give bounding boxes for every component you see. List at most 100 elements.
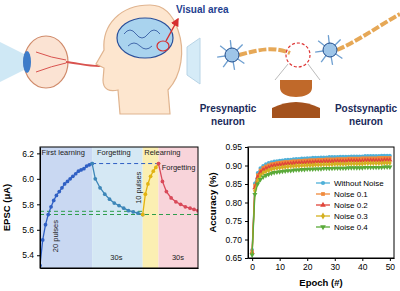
tick-mark (245, 258, 248, 259)
data-point (71, 174, 75, 178)
plot-area (40, 147, 198, 268)
annotation: 30s (172, 253, 184, 262)
legend-marker (320, 225, 326, 230)
reference-line (92, 163, 158, 164)
brain-gyri (124, 30, 160, 49)
tick: 0.75 (225, 216, 248, 226)
tick: 10 (275, 258, 285, 272)
phase-region (143, 147, 159, 268)
tick: 0 (250, 258, 255, 272)
zoom-line (275, 64, 288, 80)
legend-marker (321, 213, 325, 220)
data-point (146, 182, 150, 186)
light-beam (0, 42, 30, 82)
axis-line (249, 258, 395, 259)
series-line (252, 163, 390, 254)
visual-cortex (157, 41, 169, 51)
tick-mark (245, 203, 248, 204)
synapse-highlight (286, 43, 310, 67)
data-point (161, 180, 165, 184)
data-point (117, 204, 121, 208)
series-line (92, 164, 143, 215)
tick-label: 0.65 (225, 253, 242, 263)
legend: Without NoiseNoise 0.1Noise 0.2Noise 0.3… (316, 179, 384, 232)
tick-label: 0.85 (225, 179, 242, 189)
tick-mark (245, 166, 248, 167)
legend-marker (321, 192, 325, 196)
data-point (252, 193, 257, 197)
illustration: Visual areaPresynapticneuronPostsynaptic… (0, 4, 400, 127)
chart: 5.45.65.86.06.2EPSC (μA)First learningFo… (1, 147, 200, 269)
y-axis-title: Accuracy (%) (207, 172, 218, 232)
tick-label: 50 (386, 262, 396, 272)
legend-label: Without Noise (334, 179, 384, 188)
data-point (387, 166, 392, 170)
x-axis-title: Epoch (#) (299, 277, 342, 288)
data-point (90, 162, 94, 166)
data-point (127, 209, 131, 213)
tick-label: 5.6 (22, 225, 34, 235)
data-point (93, 177, 97, 181)
data-point (46, 213, 50, 217)
x-axis: 01020304050 (249, 258, 396, 272)
iris (23, 51, 31, 73)
data-point (63, 182, 67, 186)
tick-mark (37, 230, 40, 231)
tick-mark (362, 258, 363, 261)
tick-label: 0.80 (225, 198, 242, 208)
eyeball (24, 36, 68, 88)
data-point (388, 160, 392, 166)
presynaptic-terminal (280, 80, 312, 97)
data-point (169, 196, 173, 200)
data-point (258, 178, 263, 182)
data-point (188, 206, 192, 210)
tick-label: 6.2 (22, 149, 34, 159)
zoom-line (308, 64, 320, 80)
axis-line (41, 268, 199, 269)
data-point (154, 166, 158, 170)
data-point (103, 192, 107, 196)
axon (337, 14, 400, 50)
tick: 6.0 (22, 174, 40, 184)
plot-frame (248, 147, 394, 258)
axis-line (40, 148, 41, 269)
tick-mark (245, 184, 248, 185)
tick-label: 5.8 (22, 200, 34, 210)
phase-region (92, 147, 143, 268)
tick-mark (37, 204, 40, 205)
brain (117, 18, 173, 58)
tick: 0.90 (225, 161, 248, 171)
data-point (157, 162, 161, 166)
series-line (252, 156, 390, 250)
data-point (55, 194, 59, 198)
legend-item: Noise 0.2 (316, 201, 368, 210)
data-point (255, 183, 260, 187)
y-axis: 5.45.65.86.06.2 (22, 148, 40, 269)
root: Visual areaPresynapticneuronPostsynaptic… (0, 0, 400, 291)
series-line (40, 164, 92, 266)
series-line (252, 158, 390, 252)
tick: 0.65 (225, 253, 248, 263)
tick-mark (390, 258, 391, 261)
tick-label: 0.75 (225, 216, 242, 226)
series-line (252, 167, 390, 255)
soma (225, 48, 239, 62)
head (96, 5, 182, 114)
data-point (151, 169, 155, 173)
data-point (183, 205, 187, 209)
tick-label: 20 (303, 262, 313, 272)
data-point (90, 162, 94, 166)
series-line (143, 164, 159, 215)
tick: 0.85 (225, 179, 248, 189)
data-point (149, 174, 153, 178)
axis-line (248, 148, 249, 259)
chart: 0.650.700.750.800.850.900.9501020304050A… (207, 142, 395, 288)
data-point (141, 213, 145, 217)
retina-vessels (36, 52, 66, 72)
tick-label: 0.70 (225, 235, 242, 245)
data-point (165, 190, 169, 194)
data-point (131, 210, 135, 214)
tick-mark (245, 221, 248, 222)
tick-mark (280, 258, 281, 261)
legend-label: Noise 0.2 (334, 201, 368, 210)
